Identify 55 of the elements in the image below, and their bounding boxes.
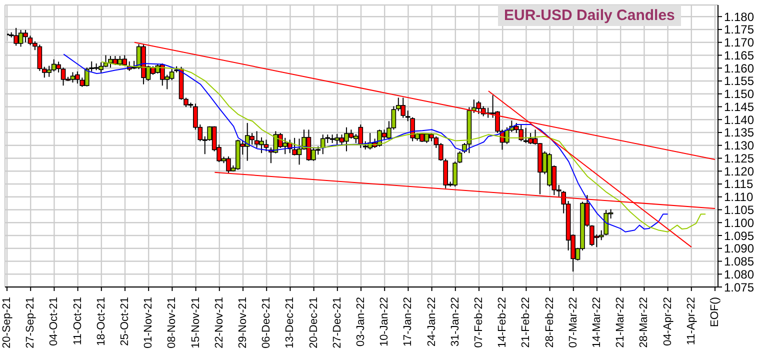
x-tick-label: EOF(): [709, 297, 721, 327]
y-tick-label: 1.160: [724, 61, 754, 76]
y-tick-label: 1.085: [724, 254, 754, 269]
x-tick-label: 20-Sep-21: [1, 297, 13, 348]
y-tick-label: 1.165: [724, 48, 754, 62]
x-tick-label: 04-Oct-21: [48, 297, 60, 346]
y-tick-label: 1.180: [724, 10, 754, 24]
x-tick-label: 25-Oct-21: [119, 297, 131, 346]
x-tick-label: 08-Nov-21: [166, 297, 178, 348]
y-tick-label: 1.170: [724, 36, 754, 50]
y-tick-label: 1.150: [724, 87, 754, 102]
x-tick-label: 10-Jan-22: [378, 297, 391, 347]
x-tick-label: 29-Nov-21: [237, 297, 249, 348]
x-tick-label: 24-Jan-22: [426, 297, 438, 347]
x-tick-label: 21-Mar-22: [614, 297, 627, 348]
x-tick-label: 07-Feb-22: [473, 297, 485, 348]
y-tick-label: 1.125: [724, 151, 754, 166]
y-tick-label: 1.140: [724, 112, 754, 127]
y-tick-label: 1.080: [724, 267, 754, 282]
x-tick-label: 13-Dec-21: [284, 297, 296, 348]
x-tick-label: 06-Dec-21: [260, 297, 273, 348]
x-tick-label: 07-Mar-22: [567, 297, 580, 348]
y-tick-label: 1.075: [724, 280, 754, 294]
x-tick-label: 15-Nov-21: [190, 297, 202, 348]
x-tick-label: 11-Oct-21: [72, 297, 84, 346]
x-tick-label: 20-Dec-21: [308, 297, 320, 348]
x-tick-label: 14-Feb-22: [496, 297, 509, 348]
y-tick-label: 1.175: [724, 22, 754, 37]
y-tick-label: 1.090: [724, 242, 754, 256]
y-tick-label: 1.095: [724, 228, 754, 243]
x-tick-label: 14-Mar-22: [591, 297, 603, 348]
y-tick-label: 1.120: [724, 164, 754, 178]
x-tick-label: 28-Mar-22: [638, 297, 650, 348]
y-tick-label: 1.145: [724, 100, 754, 114]
x-tick-label: 28-Feb-22: [544, 297, 556, 348]
x-tick-label: 21-Feb-22: [520, 297, 532, 348]
chart-title: EUR-USD Daily Candles: [498, 5, 681, 26]
x-tick-label: 27-Dec-21: [331, 297, 344, 348]
y-tick-label: 1.135: [724, 126, 754, 140]
x-tick-label: 22-Nov-21: [213, 297, 226, 348]
y-tick-label: 1.115: [724, 177, 754, 192]
x-tick-label: 03-Jan-22: [355, 297, 367, 347]
x-tick-label: 31-Jan-22: [449, 297, 462, 347]
x-tick-label: 01-Nov-21: [142, 297, 155, 348]
candlestick: [457, 150, 462, 164]
y-tick-label: 1.130: [724, 138, 754, 153]
x-tick-label: 17-Jan-22: [402, 297, 414, 347]
x-tick-label: 11-Apr-22: [685, 297, 698, 346]
y-tick-label: 1.100: [724, 216, 754, 230]
x-tick-label: 04-Apr-22: [662, 297, 674, 346]
y-tick-label: 1.110: [724, 190, 754, 204]
x-tick-label: 27-Sep-21: [24, 297, 37, 348]
x-tick-label: 18-Oct-21: [95, 297, 108, 346]
y-tick-label: 1.105: [724, 203, 754, 217]
y-tick-label: 1.155: [724, 74, 754, 88]
